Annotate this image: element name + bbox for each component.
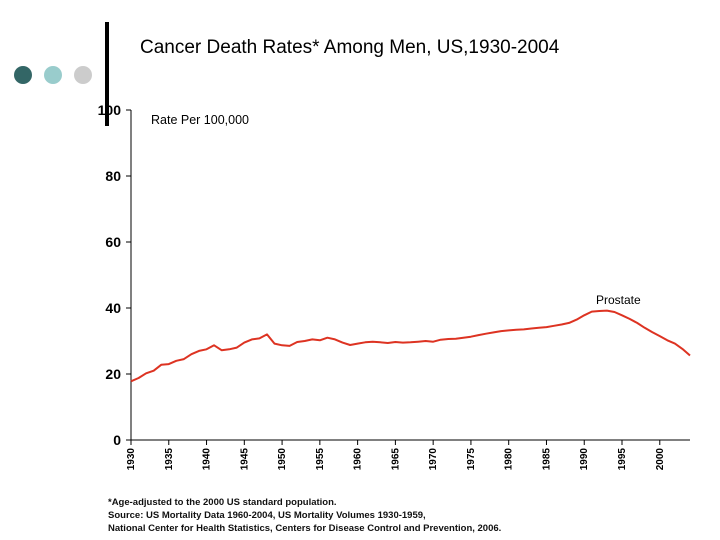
decor-dot-1 <box>14 66 32 84</box>
x-tick-label: 1990 <box>579 448 590 471</box>
x-tick-label: 1940 <box>202 448 213 471</box>
y-tick-label: 0 <box>113 432 121 448</box>
y-axis-label: Rate Per 100,000 <box>151 113 249 127</box>
decor-dot-3 <box>74 66 92 84</box>
x-tick-label: 1970 <box>428 448 439 471</box>
page-title: Cancer Death Rates* Among Men, US,1930-2… <box>140 37 560 58</box>
x-tick-label: 1945 <box>239 448 250 471</box>
footnote-line-3: National Center for Health Statistics, C… <box>108 523 502 534</box>
y-tick-label: 80 <box>105 168 121 184</box>
series-label-prostate: Prostate <box>596 293 641 307</box>
footnote-line-2: Source: US Mortality Data 1960-2004, US … <box>108 510 426 521</box>
y-tick-label: 40 <box>105 300 121 316</box>
y-tick-label: 20 <box>105 366 121 382</box>
decor-dot-2 <box>44 66 62 84</box>
footnote-line-1: *Age-adjusted to the 2000 US standard po… <box>108 497 337 508</box>
x-tick-label: 1930 <box>126 448 137 471</box>
x-tick-label: 1960 <box>353 448 364 471</box>
y-tick-label: 100 <box>98 102 122 118</box>
x-tick-label: 1995 <box>617 448 628 471</box>
x-tick-label: 2000 <box>655 448 666 471</box>
y-tick-label: 60 <box>105 234 121 250</box>
x-tick-label: 1950 <box>277 448 288 471</box>
x-tick-label: 1975 <box>466 448 477 471</box>
x-tick-label: 1980 <box>504 448 515 471</box>
x-tick-label: 1985 <box>541 448 552 471</box>
x-tick-label: 1935 <box>164 448 175 471</box>
x-tick-label: 1965 <box>390 448 401 471</box>
series-line-prostate <box>130 309 691 383</box>
title-divider-bar <box>105 22 109 126</box>
x-tick-label: 1955 <box>315 448 326 471</box>
footnote: *Age-adjusted to the 2000 US standard po… <box>108 496 708 535</box>
